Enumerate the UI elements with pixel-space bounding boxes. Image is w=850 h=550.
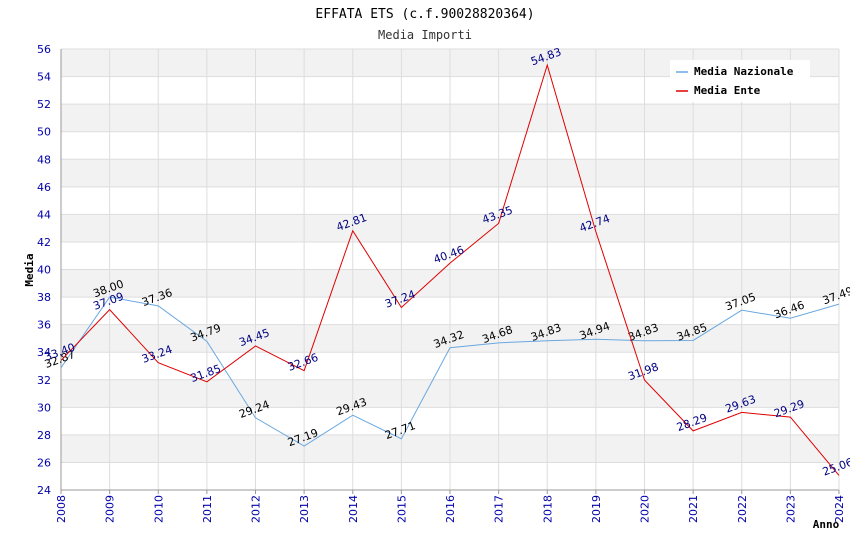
y-tick-label: 24 <box>37 484 51 497</box>
series-line-media-nazionale <box>60 296 840 447</box>
y-tick-label: 56 <box>37 43 51 56</box>
x-tick-label: 2016 <box>444 495 457 523</box>
x-tick-label: 2023 <box>784 495 797 523</box>
x-tick-label: 2019 <box>590 495 603 523</box>
y-tick-label: 54 <box>37 71 51 84</box>
x-tick-label: 2020 <box>639 495 652 523</box>
y-tick-label: 46 <box>37 181 51 194</box>
x-tick-label: 2017 <box>493 495 506 523</box>
y-tick-label: 52 <box>37 98 51 111</box>
y-tick-label: 30 <box>37 401 51 414</box>
y-tick-label: 44 <box>37 208 51 221</box>
x-tick-label: 2024 <box>833 495 846 523</box>
legend: Media Nazionale Media Ente <box>670 60 810 102</box>
y-tick-label: 26 <box>37 456 51 469</box>
x-tick-label: 2021 <box>687 495 700 523</box>
x-axis-ticks: 2008 2009 2010 2011 2012 2013 2014 2015 2016 2017… <box>55 495 846 523</box>
x-tick-label: 2015 <box>395 495 408 523</box>
chart-subtitle: Media Importi <box>378 28 472 42</box>
x-tick-label: 2018 <box>541 495 554 523</box>
x-axis-label: Anno <box>813 518 840 531</box>
y-tick-label: 28 <box>37 429 51 442</box>
legend-label-media-nazionale: Media Nazionale <box>694 65 794 78</box>
x-tick-label: 2008 <box>55 495 68 523</box>
y-tick-label: 34 <box>37 346 51 359</box>
x-tick-label: 2013 <box>298 495 311 523</box>
legend-box <box>670 60 810 102</box>
y-tick-label: 42 <box>37 236 51 249</box>
y-tick-label: 50 <box>37 126 51 139</box>
y-tick-label: 48 <box>37 153 51 166</box>
y-axis-label: Media <box>23 253 36 286</box>
x-tick-label: 2022 <box>736 495 749 523</box>
y-axis-ticks: 24 26 28 30 32 34 36 38 40 42 44 46 48 50 52 54 56 <box>37 43 51 497</box>
x-tick-label: 2011 <box>201 495 214 523</box>
x-tick-label: 2010 <box>152 495 165 523</box>
legend-label-media-ente: Media Ente <box>694 84 761 97</box>
grid-lines <box>60 48 840 494</box>
x-tick-label: 2009 <box>104 495 117 523</box>
y-tick-label: 36 <box>37 319 51 332</box>
x-tick-label: 2012 <box>250 495 263 523</box>
x-tick-label: 2014 <box>347 495 360 523</box>
y-tick-label: 38 <box>37 291 51 304</box>
chart-title: EFFATA ETS (c.f.90028820364) <box>315 7 534 22</box>
series-line-media-ente <box>60 63 840 476</box>
y-tick-label: 32 <box>37 374 51 387</box>
y-tick-label: 40 <box>37 264 51 277</box>
